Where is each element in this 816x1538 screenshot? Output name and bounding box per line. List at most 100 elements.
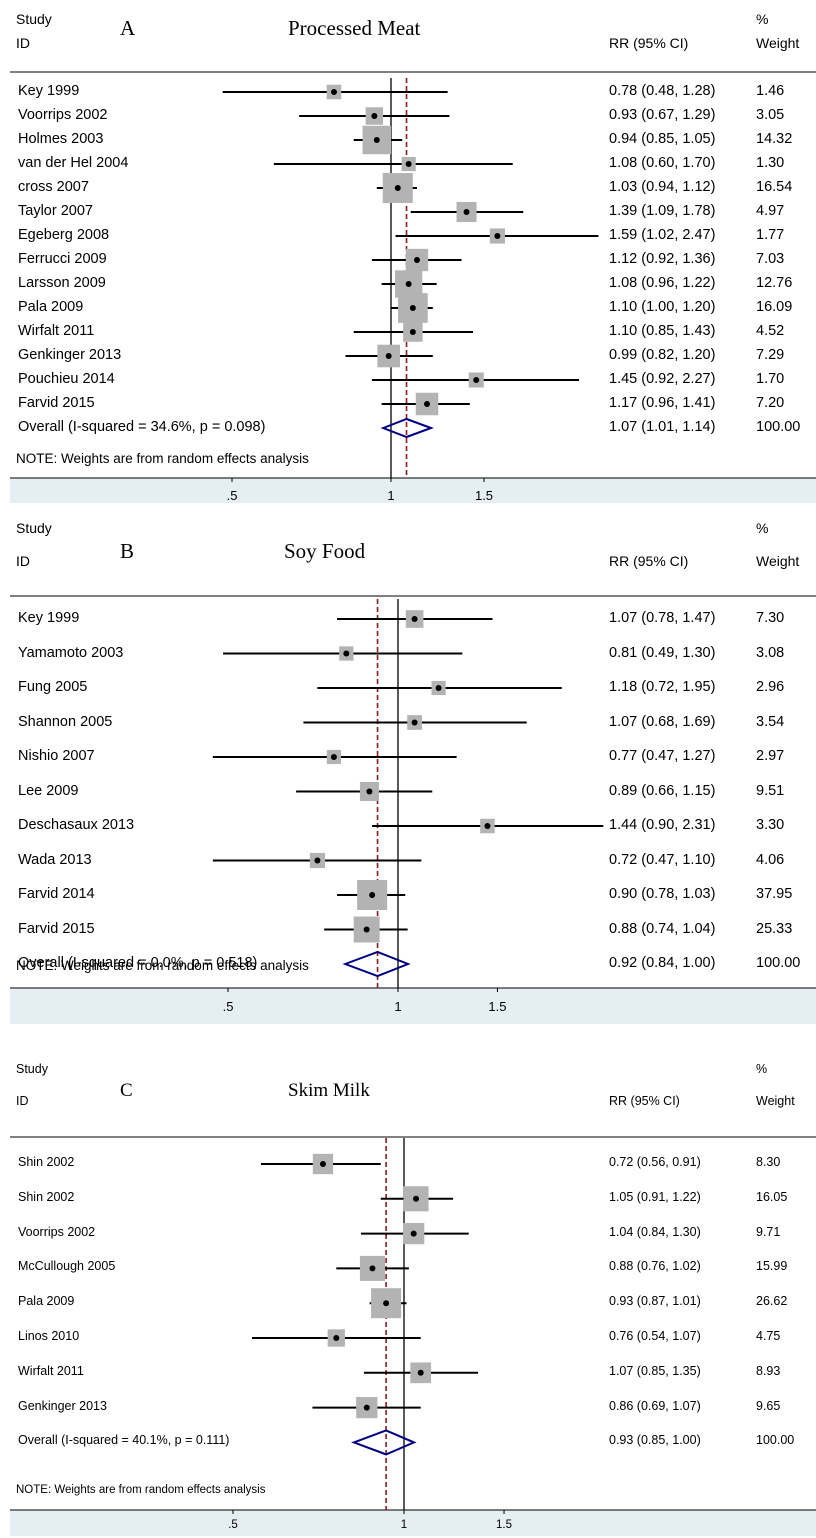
study-weight: 4.97 — [756, 203, 785, 219]
header-pct: % — [756, 520, 769, 536]
study-ci-text: 1.18 (0.72, 1.95) — [609, 679, 716, 695]
study-weight: 1.46 — [756, 83, 785, 99]
study-ci-text: 0.93 (0.87, 1.01) — [609, 1294, 701, 1309]
panel-title: Processed Meat — [288, 16, 421, 40]
axis-band — [10, 478, 816, 503]
study-ci-text: 1.12 (0.92, 1.36) — [609, 251, 716, 267]
overall-weight: 100.00 — [756, 419, 801, 435]
study-weight: 9.65 — [756, 1398, 781, 1413]
study-ci-text: 1.07 (0.78, 1.47) — [609, 610, 716, 626]
forest-plot-a: Study ID RR (95% CI)% Weight A Processed Meat… — [0, 0, 816, 512]
study-weight: 7.30 — [756, 610, 785, 626]
point-estimate — [473, 377, 480, 383]
point-estimate — [333, 1335, 340, 1341]
weights-note: NOTE: Weights are from random effects an… — [16, 451, 309, 466]
header-study: Study — [16, 11, 52, 27]
study-label: Farvid 2014 — [18, 886, 95, 902]
study-ci-text: 1.05 (0.91, 1.22) — [609, 1189, 701, 1204]
study-ci-text: 0.76 (0.54, 1.07) — [609, 1329, 701, 1343]
study-label: Farvid 2015 — [18, 395, 95, 411]
study-label: Holmes 2003 — [18, 131, 104, 147]
x-tick-label: 1.5 — [488, 999, 507, 1014]
study-label: Ferrucci 2009 — [18, 251, 107, 267]
study-label: van der Hel 2004 — [18, 155, 129, 171]
point-estimate — [494, 233, 501, 239]
study-label: Voorrips 2002 — [18, 107, 108, 123]
study-ci-text: 1.08 (0.60, 1.70) — [609, 155, 716, 171]
study-weight: 26.62 — [756, 1294, 788, 1309]
study-ci-text: 1.59 (1.02, 2.47) — [609, 227, 716, 243]
study-label: Key 1999 — [18, 83, 80, 99]
study-label: Farvid 2015 — [18, 920, 95, 937]
study-label: Pala 2009 — [18, 299, 84, 315]
axis-band — [10, 1510, 816, 1536]
point-estimate — [371, 113, 378, 119]
study-label: Wada 2013 — [18, 851, 92, 868]
header-study: Study — [16, 520, 52, 536]
point-estimate — [424, 401, 431, 407]
study-ci-text: 0.89 (0.66, 1.15) — [609, 782, 716, 799]
study-label: Taylor 2007 — [18, 203, 93, 219]
forest-plot-canvas — [10, 595, 816, 1024]
study-weight: 8.30 — [756, 1155, 781, 1169]
point-estimate — [369, 1265, 376, 1272]
study-label: Nishio 2007 — [18, 748, 95, 764]
study-label: Voorrips 2002 — [18, 1224, 96, 1239]
study-ci-text: 0.88 (0.76, 1.02) — [609, 1259, 701, 1274]
x-tick-label: .5 — [222, 999, 234, 1014]
study-label: Shin 2002 — [18, 1155, 75, 1169]
study-ci-text: 0.88 (0.74, 1.04) — [609, 920, 716, 937]
point-estimate — [413, 257, 420, 263]
study-ci-text: 0.93 (0.67, 1.29) — [609, 107, 716, 123]
panel-letter: B — [120, 539, 135, 563]
study-label: Shannon 2005 — [18, 713, 113, 730]
study-ci-text: 1.39 (1.09, 1.78) — [609, 203, 716, 219]
study-label: Wirfalt 2011 — [18, 1363, 84, 1378]
point-estimate — [343, 650, 350, 657]
study-weight: 16.54 — [756, 179, 793, 195]
header-effect: RR (95% CI) — [609, 35, 689, 51]
study-weight: 2.96 — [756, 679, 785, 695]
forest-plot-b: Study ID RR (95% CI)% Weight B Soy Food .5 1 1.5… — [0, 512, 816, 1024]
study-label: Lee 2009 — [18, 782, 79, 799]
study-weight: 3.54 — [756, 713, 785, 730]
overall-diamond — [342, 950, 411, 978]
x-tick-label: 1.5 — [496, 1519, 513, 1531]
study-weight: 8.93 — [756, 1363, 781, 1378]
header-pct: % — [756, 11, 769, 27]
study-ci-text: 1.03 (0.94, 1.12) — [609, 179, 716, 195]
header-effect: RR (95% CI) — [609, 553, 689, 569]
point-estimate — [409, 305, 416, 311]
study-label: cross 2007 — [18, 179, 89, 195]
study-weight: 7.29 — [756, 347, 785, 363]
study-weight: 7.20 — [756, 395, 785, 411]
overall-label: Overall (I-squared = 40.1%, p = 0.111) — [18, 1433, 230, 1448]
overall-label: Overall (I-squared = 0.0%, p = 0.518) — [18, 955, 258, 971]
study-weight: 3.05 — [756, 107, 785, 123]
header-id: ID — [16, 1094, 29, 1108]
panel-title: Soy Food — [284, 539, 366, 563]
header-id: ID — [16, 553, 30, 569]
panel-title: Skim Milk — [288, 1080, 370, 1101]
study-label: Fung 2005 — [18, 679, 88, 695]
x-tick-label: 1 — [394, 999, 402, 1014]
study-label: Pala 2009 — [18, 1294, 75, 1309]
panel-letter: C — [120, 1080, 133, 1101]
x-tick-label: 1.5 — [474, 488, 494, 503]
point-estimate — [330, 754, 337, 760]
point-estimate — [409, 329, 416, 335]
study-weight: 4.75 — [756, 1329, 781, 1343]
study-ci-text: 1.44 (0.90, 2.31) — [609, 817, 716, 833]
panel-letter: A — [120, 16, 136, 40]
study-ci-text: 1.10 (0.85, 1.43) — [609, 323, 716, 339]
weights-note: NOTE: Weights are from random effects an… — [16, 1484, 266, 1496]
overall-weight: 100.00 — [756, 1433, 795, 1448]
header-weight: Weight — [756, 1094, 795, 1108]
point-estimate — [363, 1404, 370, 1411]
study-ci-text: 0.72 (0.56, 0.91) — [609, 1155, 701, 1169]
x-tick-label: 1 — [400, 1519, 408, 1531]
study-ci-text: 0.94 (0.85, 1.05) — [609, 131, 716, 147]
point-estimate — [435, 685, 442, 691]
point-estimate — [385, 353, 392, 359]
study-label: Pouchieu 2014 — [18, 371, 115, 387]
